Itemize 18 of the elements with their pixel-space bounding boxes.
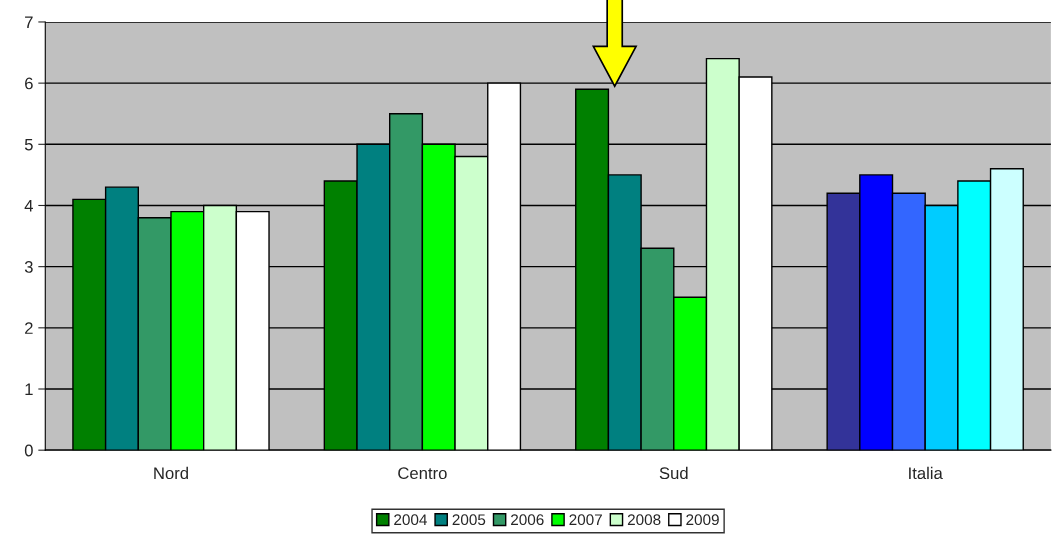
y-tick-label: 5 [24, 138, 33, 151]
y-tick-label: 6 [25, 77, 33, 90]
x-tick-label: Italia [909, 466, 943, 480]
legend-label: 2009 [686, 514, 719, 526]
y-tick-label: 4 [24, 200, 33, 212]
x-tick-label: Nord [154, 466, 188, 480]
y-tick-label: 1 [25, 383, 33, 396]
legend-label: 2007 [569, 514, 602, 526]
legend-label: 2004 [394, 514, 427, 526]
x-tick-label: Centro [398, 467, 447, 480]
legend-label: 2008 [627, 514, 661, 526]
x-tick-label: Sud [659, 466, 688, 480]
y-tick-label: 0 [24, 444, 33, 457]
legend-label: 2006 [511, 514, 544, 526]
legend-label: 2005 [452, 514, 486, 526]
y-tick-label: 2 [25, 322, 33, 334]
y-tick-label: 7 [25, 16, 33, 28]
y-tick-label: 3 [24, 261, 33, 273]
